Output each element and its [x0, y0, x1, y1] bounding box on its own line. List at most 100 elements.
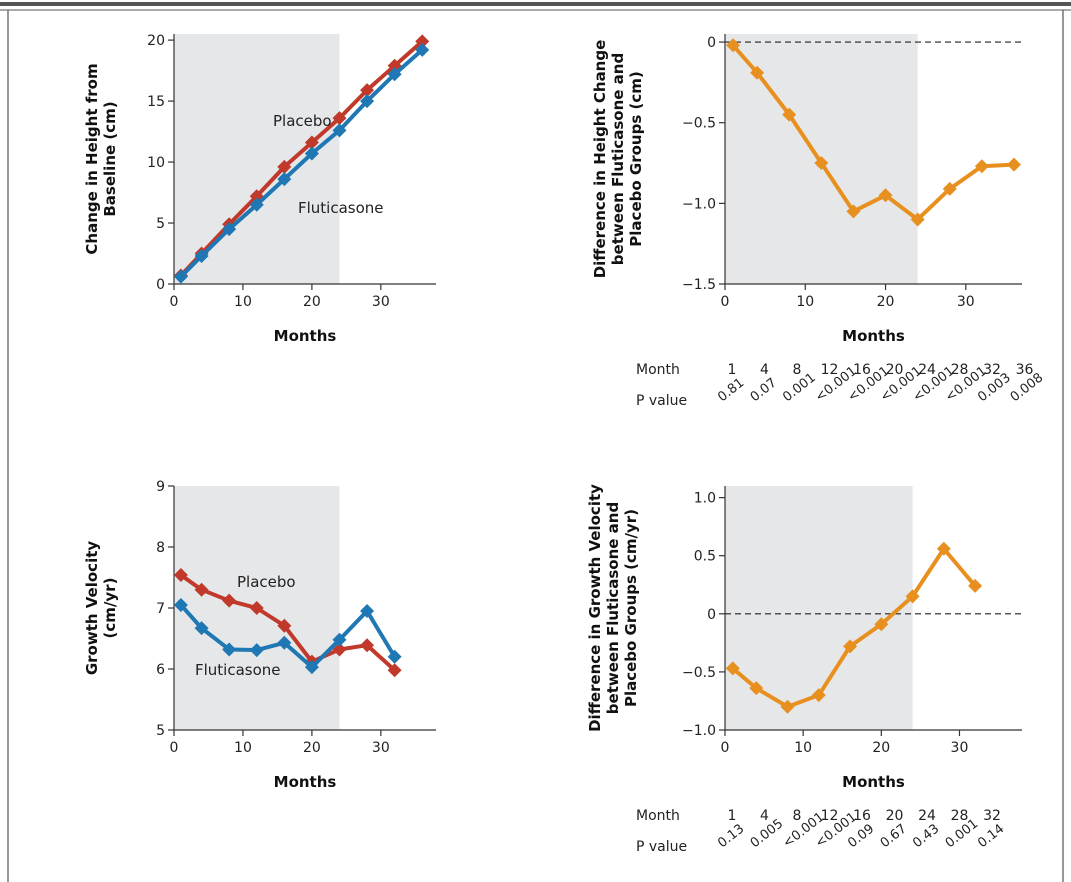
- y-axis-title: Placebo Groups (cm): [627, 71, 645, 246]
- series-label-fluticasone: Fluticasone: [298, 199, 384, 217]
- data-point-marker: [360, 638, 375, 653]
- data-point-marker: [942, 181, 957, 196]
- month-value: 16: [853, 808, 871, 824]
- data-point-marker: [749, 681, 764, 696]
- data-point-marker: [173, 568, 188, 583]
- month-value: 24: [918, 362, 936, 378]
- month-value: 20: [886, 808, 904, 824]
- month-value: 8: [793, 808, 802, 824]
- month-value: 1: [728, 808, 737, 824]
- data-point-marker: [936, 541, 951, 556]
- month-value: 32: [983, 808, 1001, 824]
- data-point-marker: [194, 248, 209, 263]
- month-value: 4: [760, 362, 769, 378]
- x-axis-title: Months: [274, 773, 337, 791]
- pvalue-value: 0.43: [910, 822, 942, 852]
- data-point-marker: [249, 197, 264, 212]
- y-tick-label: −1.0: [682, 723, 716, 739]
- series-label-placebo: Placebo: [237, 573, 296, 591]
- series-line-fluticasone: [179, 48, 424, 279]
- data-point-marker: [360, 83, 375, 98]
- y-axis-title: between Fluticasone and: [604, 502, 622, 714]
- x-tick-label: 0: [170, 294, 179, 310]
- data-point-marker: [277, 172, 292, 187]
- data-point-marker: [222, 642, 237, 657]
- x-tick-label: 30: [951, 740, 969, 756]
- data-point-marker: [905, 589, 920, 604]
- data-point-marker: [780, 699, 795, 714]
- y-tick-label: 15: [147, 94, 165, 110]
- x-tick-label: 30: [372, 294, 390, 310]
- chart-2: 0 −0.5 −1.0 −1.5 0 10 20 30 Months Difference in …: [591, 34, 1046, 409]
- x-tick-label: 20: [872, 740, 890, 756]
- data-point-marker: [277, 159, 292, 174]
- data-point-marker: [194, 621, 209, 636]
- month-value: 8: [793, 362, 802, 378]
- pvalue-row-label: P value: [636, 393, 687, 409]
- month-row-label: Month: [636, 808, 680, 824]
- month-value: 32: [983, 362, 1001, 378]
- y-tick-label: 9: [156, 479, 165, 495]
- x-tick-label: 20: [303, 740, 321, 756]
- y-tick-label: 8: [156, 540, 165, 556]
- data-point-marker: [874, 617, 889, 632]
- month-value: 16: [853, 362, 871, 378]
- y-tick-label: 0: [156, 277, 165, 293]
- month-value: 1: [728, 362, 737, 378]
- data-point-marker: [1006, 157, 1021, 172]
- x-tick-label: 10: [234, 740, 252, 756]
- data-point-marker: [222, 222, 237, 237]
- y-tick-label: 0: [707, 35, 716, 51]
- y-tick-label: 5: [156, 723, 165, 739]
- data-point-marker: [360, 604, 375, 619]
- x-tick-label: 0: [170, 740, 179, 756]
- pvalue-value: 0.13: [715, 822, 747, 852]
- data-point-marker: [277, 618, 292, 633]
- x-tick-label: 10: [794, 740, 812, 756]
- pvalue-row-label: P value: [636, 839, 687, 855]
- y-tick-label: −0.5: [682, 116, 716, 132]
- y-axis-title: Change in Height from: [83, 63, 101, 254]
- x-tick-label: 0: [721, 294, 730, 310]
- x-axis-title: Months: [842, 773, 905, 791]
- data-point-marker: [304, 146, 319, 161]
- chart-4: 1.0 0.5 0 −0.5 −1.0 0 10 20 30 Months Difference i…: [586, 484, 1022, 855]
- month-value: 12: [821, 808, 839, 824]
- data-point-marker: [974, 159, 989, 174]
- data-point-marker: [173, 269, 188, 284]
- month-value: 4: [760, 808, 769, 824]
- data-point-marker: [277, 635, 292, 650]
- y-axis-title: Difference in Height Change: [591, 40, 609, 279]
- data-point-marker: [968, 578, 983, 593]
- x-tick-label: 0: [721, 740, 730, 756]
- y-tick-label: 7: [156, 601, 165, 617]
- y-tick-label: 10: [147, 155, 165, 171]
- x-tick-label: 20: [303, 294, 321, 310]
- data-point-marker: [332, 111, 347, 126]
- data-point-marker: [387, 663, 402, 678]
- data-point-marker: [415, 34, 430, 49]
- month-value: 28: [951, 808, 969, 824]
- y-axis-title: between Fluticasone and: [609, 53, 627, 265]
- data-point-marker: [726, 38, 741, 53]
- series-line-difference: [731, 43, 1015, 222]
- data-point-marker: [387, 67, 402, 82]
- y-axis-title: Placebo Groups (cm/yr): [622, 509, 640, 707]
- y-tick-label: 0: [707, 607, 716, 623]
- y-tick-label: −1.5: [682, 277, 716, 293]
- month-value: 28: [951, 362, 969, 378]
- data-point-marker: [304, 135, 319, 150]
- x-tick-label: 30: [372, 740, 390, 756]
- y-tick-label: 5: [156, 216, 165, 232]
- pvalue-value: 0.07: [748, 376, 780, 406]
- pvalue-value: 0.14: [975, 822, 1007, 852]
- data-point-marker: [194, 582, 209, 597]
- data-point-marker: [843, 639, 858, 654]
- data-point-marker: [910, 212, 925, 227]
- x-axis-title: Months: [274, 327, 337, 345]
- y-tick-label: −0.5: [682, 665, 716, 681]
- pvalue-value: 0.81: [715, 376, 747, 406]
- data-point-marker: [249, 601, 264, 615]
- data-point-marker: [387, 649, 402, 664]
